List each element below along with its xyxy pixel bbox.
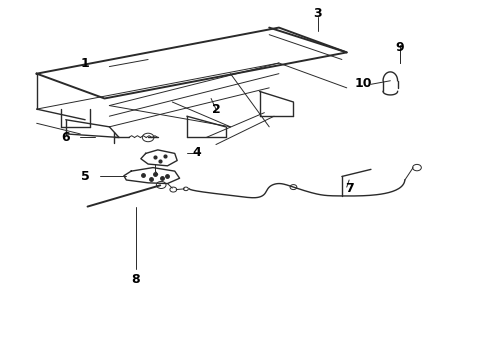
Text: 5: 5 bbox=[81, 170, 90, 183]
Text: 4: 4 bbox=[192, 146, 201, 159]
Text: 7: 7 bbox=[345, 183, 353, 195]
Text: 10: 10 bbox=[355, 77, 372, 90]
Text: 3: 3 bbox=[313, 7, 322, 20]
Text: 1: 1 bbox=[81, 57, 90, 69]
Text: 6: 6 bbox=[61, 131, 70, 144]
Text: 2: 2 bbox=[212, 103, 220, 116]
Text: 9: 9 bbox=[396, 41, 404, 54]
Text: 8: 8 bbox=[132, 273, 140, 286]
